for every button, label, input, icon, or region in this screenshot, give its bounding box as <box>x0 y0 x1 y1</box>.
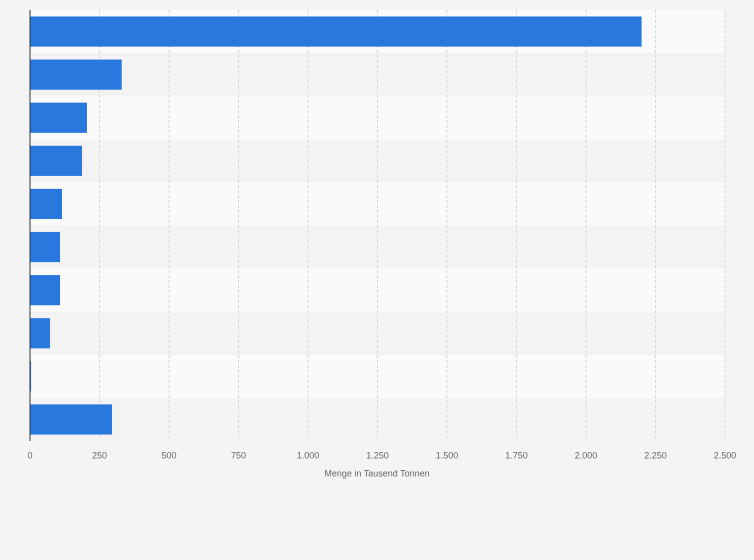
bar <box>30 404 113 435</box>
grid <box>99 10 726 441</box>
bar <box>30 145 82 176</box>
row-band <box>30 311 725 355</box>
x-tick-label: 1.750 <box>505 450 528 460</box>
bar <box>30 102 87 133</box>
row-band <box>30 182 725 226</box>
bar <box>30 275 61 306</box>
x-tick-label: 250 <box>92 450 107 460</box>
row-band <box>30 397 725 441</box>
x-tick-label: 2.500 <box>714 450 737 460</box>
row-band <box>30 53 725 97</box>
x-tick-label: 2.250 <box>644 450 667 460</box>
bar <box>30 361 32 392</box>
x-tick-label: 1.000 <box>297 450 320 460</box>
x-tick-label: 750 <box>231 450 246 460</box>
x-tick-label: 2.000 <box>575 450 598 460</box>
bars <box>30 16 642 435</box>
x-tick-label: 1.250 <box>366 450 389 460</box>
bar <box>30 318 51 349</box>
bar <box>30 59 122 90</box>
bar <box>30 16 642 47</box>
x-tick-label: 1.500 <box>436 450 459 460</box>
x-axis-title: Menge in Tausend Tonnen <box>324 468 429 478</box>
bar <box>30 188 62 220</box>
x-tick-label: 0 <box>27 450 32 460</box>
bar <box>30 231 61 263</box>
x-tick-label: 500 <box>161 450 176 460</box>
